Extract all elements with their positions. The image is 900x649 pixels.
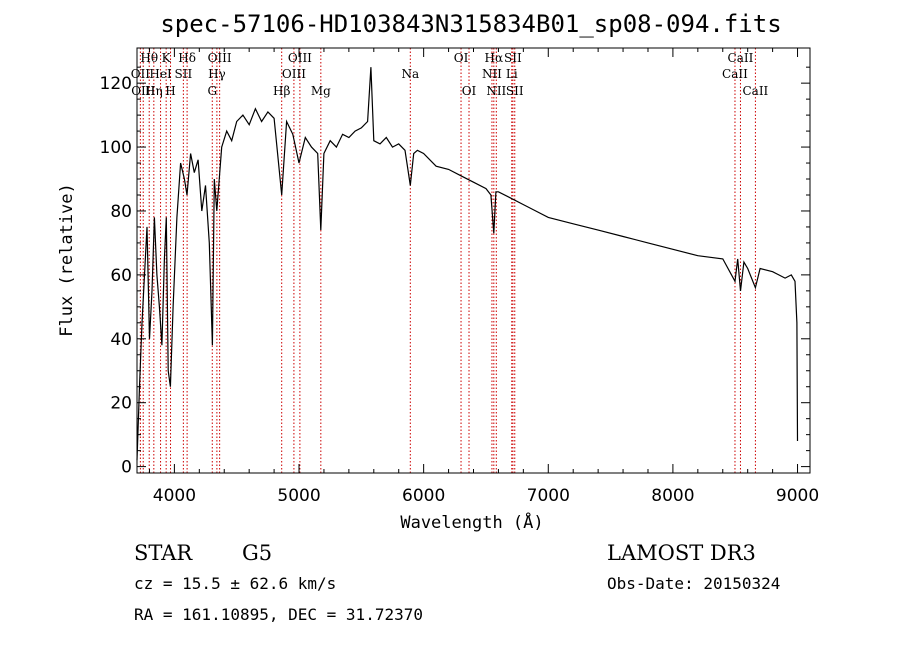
spectral-line-label: CaII — [722, 67, 748, 81]
y-tick-label: 40 — [110, 330, 132, 350]
y-tick-label: 0 — [121, 458, 132, 478]
spectrum-line — [136, 67, 799, 461]
spectral-line-label: CaII — [742, 84, 768, 98]
chart-title: spec-57106-HD103843N315834B01_sp08-094.f… — [160, 10, 781, 38]
y-tick-label: 100 — [100, 138, 132, 158]
y-tick-label: 80 — [110, 202, 132, 222]
x-tick-label: 8000 — [651, 486, 694, 506]
coordinates: RA = 161.10895, DEC = 31.72370 — [134, 605, 423, 624]
spectral-line-label: HeI — [149, 67, 172, 81]
spectral-line-label: NII — [486, 84, 506, 98]
spectral-line-label: Hα — [485, 51, 504, 65]
spectral-line-label: Na — [401, 67, 419, 81]
spectral-line-label: NII — [482, 67, 502, 81]
object-class: STAR — [134, 541, 193, 565]
spectral-line-label: OIII — [208, 51, 232, 65]
spectral-line-markers — [139, 48, 756, 473]
spectral-line-label: Hβ — [273, 84, 290, 98]
spectral-line-label: SII — [504, 51, 522, 65]
spectral-line-label: Mg — [311, 84, 331, 98]
spectral-line-label: SII — [175, 67, 193, 81]
spectral-line-labels: OIIOIIIHθHηHeIKHSIIHδGHγOIIIHβOIIIOIIIMg… — [131, 51, 769, 98]
x-tick-label: 6000 — [402, 486, 445, 506]
spectral-line-label: H — [165, 84, 175, 98]
redshift-cz: cz = 15.5 ± 62.6 km/s — [134, 574, 336, 593]
x-tick-label: 4000 — [153, 486, 196, 506]
x-axis-label: Wavelength (Å) — [400, 511, 543, 533]
object-subclass: G5 — [242, 541, 272, 565]
spectral-line-label: Hγ — [208, 67, 226, 81]
spectral-line-label: OI — [462, 84, 477, 98]
spectral-line-label: K — [162, 51, 172, 65]
spectral-line-label: G — [207, 84, 217, 98]
y-tick-label: 60 — [110, 266, 132, 286]
spectral-line-label: Hθ — [140, 51, 158, 65]
spectral-line-label: OIII — [288, 51, 312, 65]
spectral-line-label: CaII — [728, 51, 754, 65]
y-tick-label: 120 — [100, 74, 132, 94]
plot-frame — [136, 47, 811, 474]
y-tick-label: 20 — [110, 394, 132, 414]
spectral-line-label: OI — [454, 51, 469, 65]
x-axis-ticks: 4000 5000 6000 7000 8000 9000 — [148, 48, 819, 506]
spectral-line-label: Li — [506, 67, 518, 81]
x-tick-label: 5000 — [277, 486, 320, 506]
survey-name: LAMOST DR3 — [607, 541, 756, 565]
x-tick-label: 9000 — [776, 486, 819, 506]
observation-date: Obs-Date: 20150324 — [607, 574, 780, 593]
x-tick-label: 7000 — [527, 486, 570, 506]
y-axis-ticks: 0 20 40 60 80 100 120 — [100, 66, 810, 478]
spectral-line-label: Hη — [145, 84, 163, 98]
spectral-line-label: SII — [506, 84, 524, 98]
spectral-line-label: OII — [131, 67, 151, 81]
spectral-line-label: Hδ — [178, 51, 196, 65]
spectral-line-label: OIII — [282, 67, 306, 81]
y-axis-label: Flux (relative) — [57, 183, 77, 337]
